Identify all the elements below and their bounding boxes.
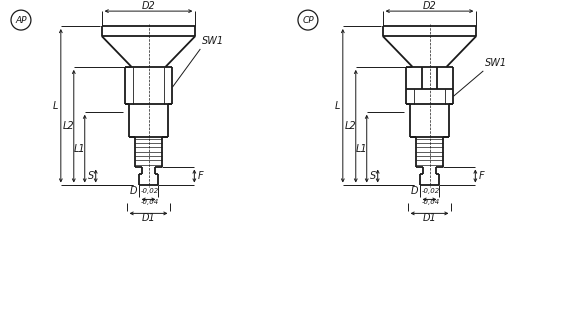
- Text: D2: D2: [141, 1, 155, 11]
- Text: SW1: SW1: [485, 58, 508, 68]
- Text: L1: L1: [356, 143, 368, 154]
- Text: F: F: [478, 171, 484, 181]
- Text: -0,02: -0,02: [140, 188, 159, 195]
- Text: L2: L2: [345, 121, 357, 131]
- Text: -0,04: -0,04: [140, 199, 159, 205]
- Text: L: L: [53, 101, 59, 111]
- Text: S: S: [88, 171, 94, 181]
- Text: SW1: SW1: [203, 36, 225, 46]
- Text: D2: D2: [423, 1, 436, 11]
- Text: L: L: [335, 101, 340, 111]
- Text: D1: D1: [141, 213, 155, 223]
- Text: D: D: [130, 187, 137, 196]
- Text: L2: L2: [63, 121, 74, 131]
- Text: -0,04: -0,04: [421, 199, 440, 205]
- Text: D1: D1: [423, 213, 436, 223]
- Text: S: S: [370, 171, 376, 181]
- Text: F: F: [197, 171, 203, 181]
- Text: AP: AP: [15, 16, 27, 25]
- Text: CP: CP: [302, 16, 314, 25]
- Text: -0,02: -0,02: [421, 188, 440, 195]
- Text: D: D: [411, 187, 418, 196]
- Text: L1: L1: [74, 143, 86, 154]
